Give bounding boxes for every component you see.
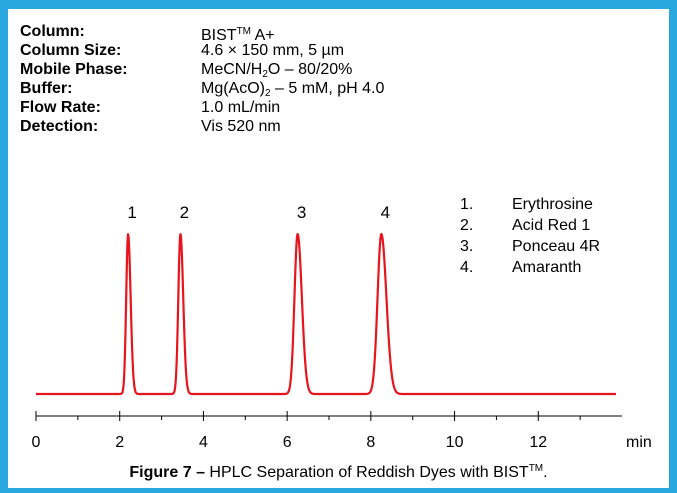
peak-label: 4: [381, 203, 390, 222]
peak-label: 2: [180, 203, 189, 222]
peak-label: 1: [127, 203, 136, 222]
condition-label: Mobile Phase:: [20, 61, 128, 78]
condition-value: 1.0 mL/min: [201, 99, 281, 116]
peak-label: 3: [297, 203, 306, 222]
condition-value: 4.6 × 150 mm, 5 µm: [201, 42, 345, 59]
figure-caption: Figure 7 – HPLC Separation of Reddish Dy…: [0, 463, 677, 482]
condition-value: Vis 520 nm: [201, 118, 281, 135]
x-tick-label: 10: [446, 434, 464, 451]
condition-label: Flow Rate:: [20, 99, 101, 116]
x-tick-label: 2: [115, 434, 124, 451]
x-tick-label: 4: [199, 434, 208, 451]
caption-figure-number: Figure 7 –: [129, 464, 205, 481]
x-tick-label: 8: [366, 434, 375, 451]
legend-number: 3.: [460, 238, 473, 255]
condition-value: BISTTM A+: [201, 26, 275, 44]
x-tick-label: 0: [32, 434, 41, 451]
legend-name: Amaranth: [512, 259, 581, 276]
condition-label: Buffer:: [20, 80, 73, 97]
caption-trademark: TM: [528, 463, 544, 474]
legend-name: Ponceau 4R: [512, 238, 600, 255]
legend-number: 2.: [460, 217, 473, 234]
condition-value: MeCN/H2O – 80/20%: [201, 61, 353, 80]
legend-number: 1.: [460, 196, 473, 213]
condition-label: Detection:: [20, 118, 99, 135]
x-tick-label: 6: [283, 434, 292, 451]
condition-label: Column Size:: [20, 42, 122, 59]
legend-name: Acid Red 1: [512, 217, 590, 234]
condition-label: Column:: [20, 23, 85, 40]
x-tick-label: 12: [529, 434, 547, 451]
legend-name: Erythrosine: [512, 196, 593, 213]
caption-period: .: [543, 464, 548, 481]
x-axis-label: min: [626, 434, 652, 451]
legend-number: 4.: [460, 259, 473, 276]
chromatogram-trace: [35, 232, 617, 396]
caption-text: HPLC Separation of Reddish Dyes with BIS…: [204, 464, 529, 481]
condition-value: Mg(AcO)2 – 5 mM, pH 4.0: [201, 80, 385, 99]
